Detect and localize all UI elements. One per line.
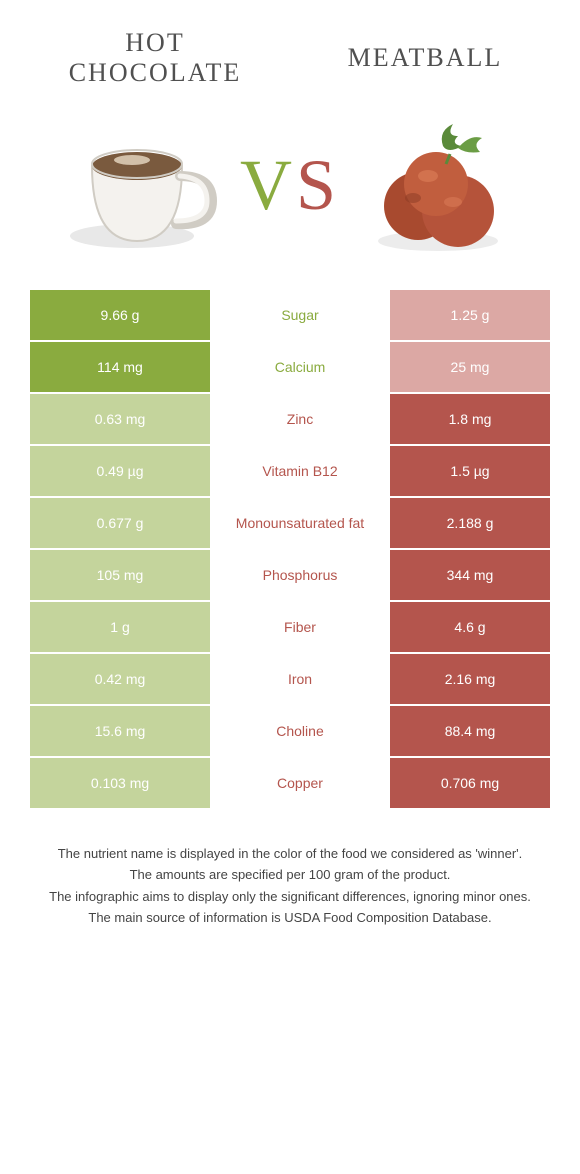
left-value: 0.677 g bbox=[30, 498, 210, 548]
nutrient-label: Monounsaturated fat bbox=[210, 498, 390, 548]
left-value: 15.6 mg bbox=[30, 706, 210, 756]
left-value: 0.49 µg bbox=[30, 446, 210, 496]
footer-line-2: The amounts are specified per 100 gram o… bbox=[30, 865, 550, 885]
right-value: 2.16 mg bbox=[390, 654, 550, 704]
nutrient-label: Choline bbox=[210, 706, 390, 756]
nutrient-label: Iron bbox=[210, 654, 390, 704]
nutrient-label: Sugar bbox=[210, 290, 390, 340]
left-value: 1 g bbox=[30, 602, 210, 652]
right-food-title: Meatball bbox=[305, 43, 545, 73]
footer: The nutrient name is displayed in the co… bbox=[30, 844, 550, 928]
table-row: 0.42 mgIron2.16 mg bbox=[30, 654, 550, 704]
nutrient-label: Phosphorus bbox=[210, 550, 390, 600]
right-value: 25 mg bbox=[390, 342, 550, 392]
meatball-image bbox=[358, 106, 518, 266]
header: Hot chocolate Meatball bbox=[0, 0, 580, 98]
vs-v: V bbox=[240, 145, 296, 225]
footer-line-3: The infographic aims to display only the… bbox=[30, 887, 550, 907]
nutrient-label: Zinc bbox=[210, 394, 390, 444]
table-row: 15.6 mgCholine88.4 mg bbox=[30, 706, 550, 756]
right-value: 4.6 g bbox=[390, 602, 550, 652]
table-row: 0.103 mgCopper0.706 mg bbox=[30, 758, 550, 808]
vs-label: VS bbox=[240, 144, 340, 227]
nutrient-label: Copper bbox=[210, 758, 390, 808]
left-value: 114 mg bbox=[30, 342, 210, 392]
footer-line-1: The nutrient name is displayed in the co… bbox=[30, 844, 550, 864]
nutrient-table: 9.66 gSugar1.25 g114 mgCalcium25 mg0.63 … bbox=[30, 290, 550, 808]
vs-row: VS bbox=[0, 98, 580, 290]
left-value: 9.66 g bbox=[30, 290, 210, 340]
table-row: 9.66 gSugar1.25 g bbox=[30, 290, 550, 340]
table-row: 105 mgPhosphorus344 mg bbox=[30, 550, 550, 600]
right-value: 1.8 mg bbox=[390, 394, 550, 444]
left-value: 0.42 mg bbox=[30, 654, 210, 704]
nutrient-label: Vitamin B12 bbox=[210, 446, 390, 496]
left-value: 0.103 mg bbox=[30, 758, 210, 808]
nutrient-label: Calcium bbox=[210, 342, 390, 392]
table-row: 0.63 mgZinc1.8 mg bbox=[30, 394, 550, 444]
right-value: 0.706 mg bbox=[390, 758, 550, 808]
right-value: 88.4 mg bbox=[390, 706, 550, 756]
vs-s: S bbox=[296, 145, 340, 225]
table-row: 114 mgCalcium25 mg bbox=[30, 342, 550, 392]
right-value: 1.5 µg bbox=[390, 446, 550, 496]
nutrient-label: Fiber bbox=[210, 602, 390, 652]
left-value: 105 mg bbox=[30, 550, 210, 600]
table-row: 0.49 µgVitamin B121.5 µg bbox=[30, 446, 550, 496]
left-value: 0.63 mg bbox=[30, 394, 210, 444]
table-row: 1 gFiber4.6 g bbox=[30, 602, 550, 652]
footer-line-4: The main source of information is USDA F… bbox=[30, 908, 550, 928]
right-value: 1.25 g bbox=[390, 290, 550, 340]
left-food-title: Hot chocolate bbox=[35, 28, 275, 88]
hot-chocolate-image bbox=[62, 106, 222, 266]
right-value: 2.188 g bbox=[390, 498, 550, 548]
right-value: 344 mg bbox=[390, 550, 550, 600]
table-row: 0.677 gMonounsaturated fat2.188 g bbox=[30, 498, 550, 548]
